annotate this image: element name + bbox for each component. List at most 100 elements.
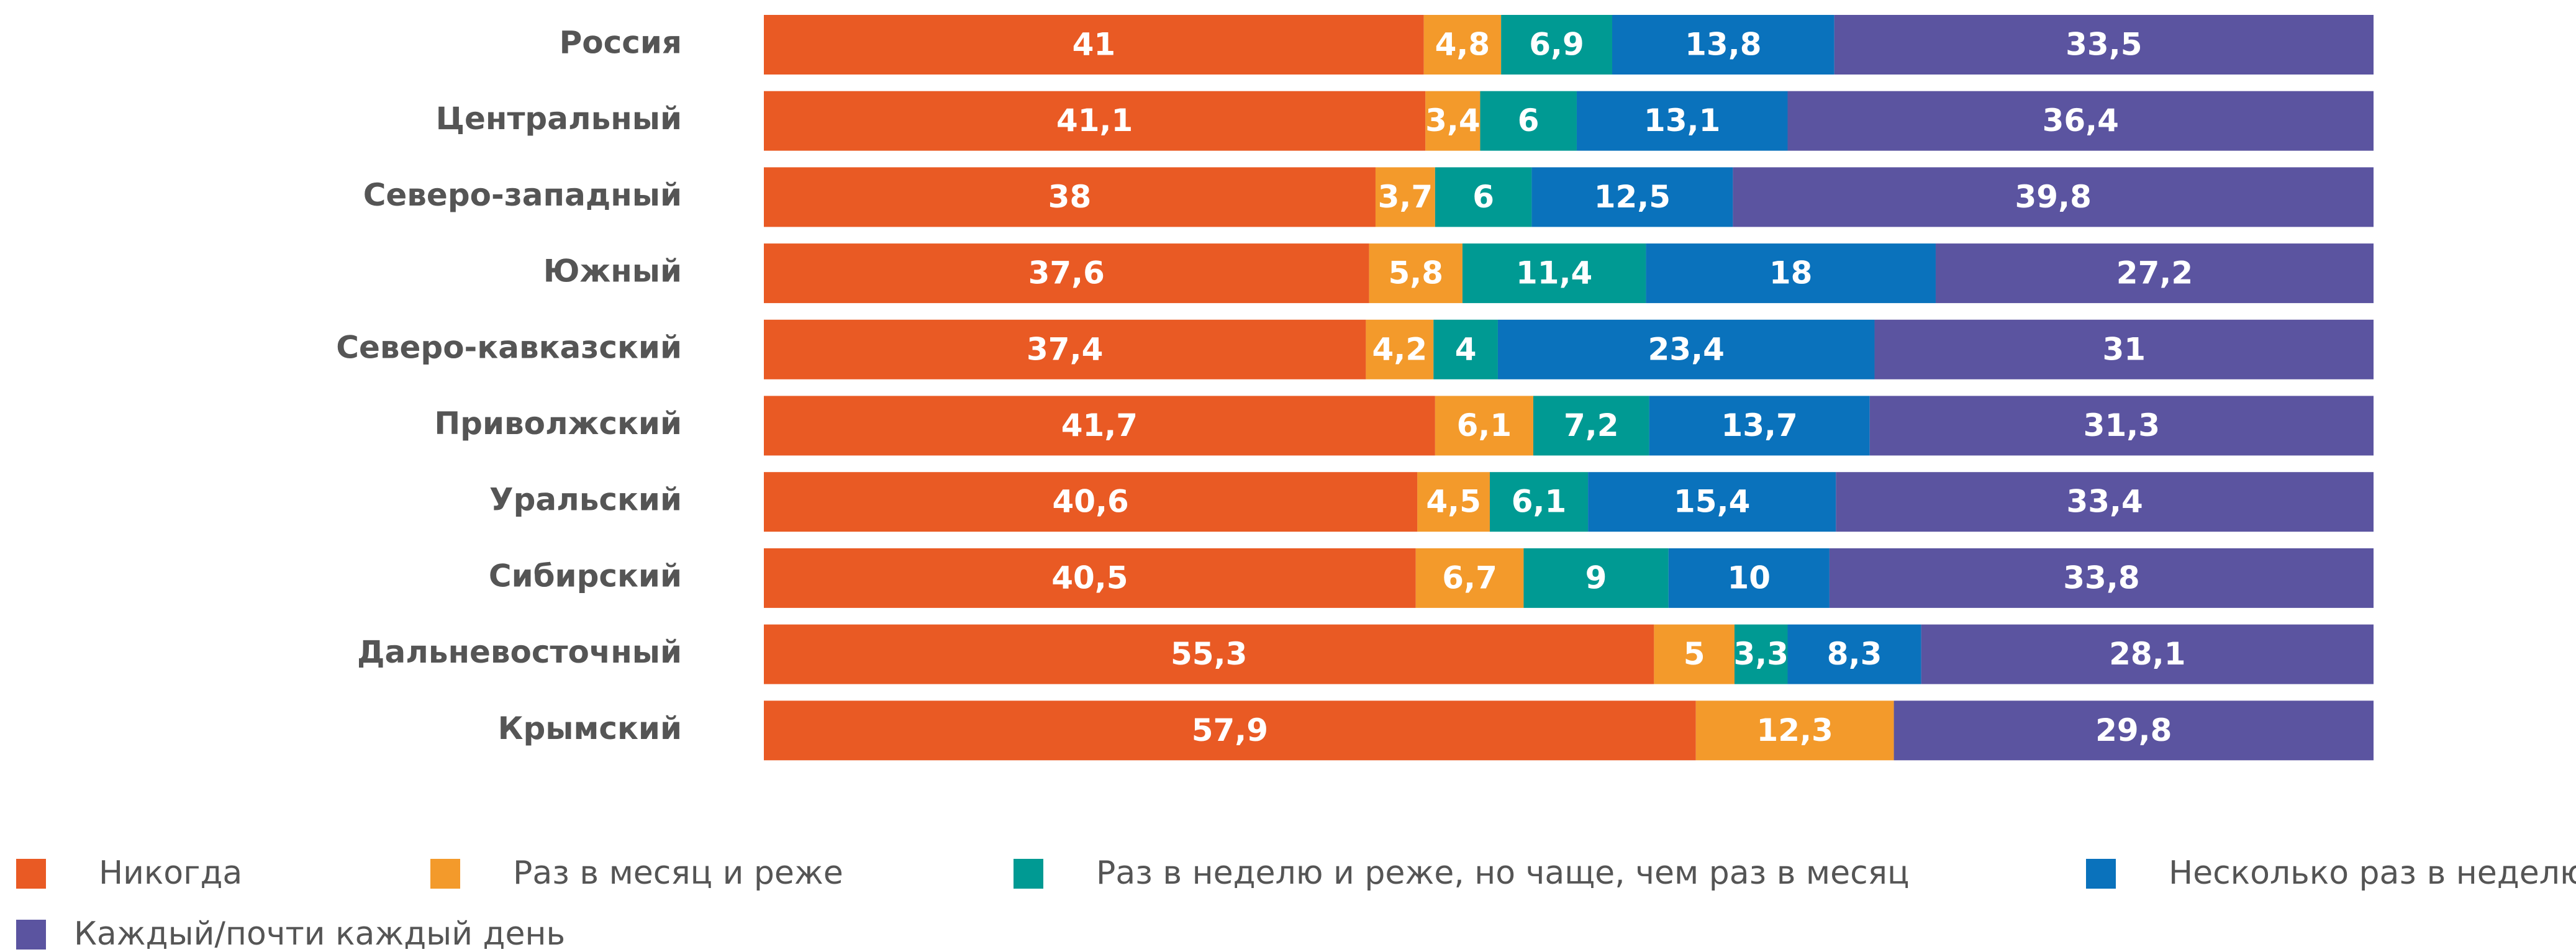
value-label: 7,2	[1564, 407, 1619, 443]
bar-segment	[1425, 91, 1481, 151]
category-label: Россия	[560, 25, 682, 61]
value-label: 36,4	[2043, 102, 2119, 138]
bar-segment	[764, 624, 1654, 684]
value-label: 4	[1455, 331, 1477, 367]
legend-label: Раз в неделю и реже, но чаще, чем раз в …	[1096, 855, 1909, 892]
category-label: Крымский	[498, 710, 682, 746]
value-label: 41,1	[1056, 102, 1133, 138]
value-label: 38	[1048, 179, 1092, 215]
value-label: 3,3	[1733, 636, 1789, 672]
bar-segment	[1646, 243, 1936, 304]
value-label: 9	[1585, 560, 1607, 596]
bar-segment	[1935, 243, 2374, 304]
legend-swatch	[16, 859, 46, 889]
category-label: Центральный	[436, 101, 682, 137]
bar-segment	[764, 548, 1416, 608]
bar-segment	[1523, 548, 1669, 608]
value-label: 12,3	[1756, 712, 1833, 748]
bar-segment	[1654, 624, 1735, 684]
value-label: 6,1	[1457, 407, 1512, 443]
bar-segment	[1576, 91, 1788, 151]
bar-segment	[1435, 167, 1532, 227]
bar-segment	[1869, 396, 2374, 456]
bar-segment	[1369, 243, 1463, 304]
bar-segment	[1834, 15, 2374, 75]
value-label: 3,4	[1425, 102, 1481, 138]
value-label: 33,8	[2063, 560, 2139, 596]
bar-segment	[1415, 548, 1524, 608]
value-label: 27,2	[2116, 255, 2193, 291]
legend-label: Несколько раз в неделю	[2169, 855, 2576, 892]
value-label: 6	[1518, 102, 1540, 138]
bar-segment	[1480, 91, 1577, 151]
legend-label: Раз в месяц и реже	[513, 855, 843, 892]
bar-segment	[1417, 472, 1490, 532]
bar-segment	[764, 15, 1424, 75]
bar-segment	[764, 396, 1435, 456]
bar-segment	[1489, 472, 1589, 532]
value-label: 33,5	[2066, 27, 2142, 63]
category-label: Приволжский	[434, 406, 682, 442]
value-label: 55,3	[1171, 636, 1247, 672]
value-label: 18	[1769, 255, 1813, 291]
legend-swatch	[16, 920, 46, 950]
value-label: 6,7	[1442, 560, 1497, 596]
value-label: 10	[1728, 560, 1771, 596]
value-label: 41,7	[1061, 407, 1138, 443]
bar-segment	[1668, 548, 1830, 608]
bar-segment	[1501, 15, 1612, 75]
legend-label: Никогда	[99, 855, 242, 892]
bar-segment	[1649, 396, 1870, 456]
value-label: 4,8	[1435, 27, 1490, 63]
bar-segment	[1787, 91, 2374, 151]
value-label: 11,4	[1516, 255, 1592, 291]
value-label: 31,3	[2084, 407, 2160, 443]
bar-segment	[1836, 472, 2374, 532]
value-label: 57,9	[1192, 712, 1268, 748]
value-label: 8,3	[1827, 636, 1882, 672]
value-label: 6,1	[1512, 484, 1567, 520]
value-label: 5	[1684, 636, 1705, 672]
bar-segment	[1874, 319, 2374, 379]
value-label: 31	[2102, 331, 2146, 367]
value-label: 13,7	[1721, 407, 1797, 443]
bar-segment	[764, 167, 1376, 227]
bar-segment	[1893, 700, 2374, 761]
bar-segment	[1497, 319, 1875, 379]
category-label: Уральский	[489, 482, 682, 518]
value-label: 29,8	[2095, 712, 2172, 748]
category-label: Дальневосточный	[357, 634, 682, 670]
bar-segment	[1829, 548, 2374, 608]
category-label: Северо-кавказский	[336, 329, 682, 365]
value-label: 15,4	[1674, 484, 1750, 520]
category-label: Северо-западный	[363, 177, 682, 213]
legend-swatch	[2086, 859, 2116, 889]
bar-segment	[1462, 243, 1646, 304]
bar-segment	[1921, 624, 2374, 684]
legend-swatch	[1014, 859, 1043, 889]
value-label: 37,4	[1027, 331, 1103, 367]
bar-segment	[1533, 396, 1649, 456]
bar-segment	[1433, 319, 1498, 379]
value-label: 4,2	[1372, 331, 1428, 367]
value-label: 33,4	[2066, 484, 2143, 520]
bar-segment	[1435, 396, 1533, 456]
bar-segment	[764, 700, 1696, 761]
value-label: 5,8	[1388, 255, 1443, 291]
value-label: 13,8	[1685, 27, 1761, 63]
bar-segment	[1531, 167, 1733, 227]
bar-segment	[1612, 15, 1834, 75]
bar-segment	[1423, 15, 1502, 75]
bar-segment	[764, 319, 1366, 379]
bar-segment	[1695, 700, 1894, 761]
bar-segment	[764, 243, 1369, 304]
bar-segment	[1733, 167, 2374, 227]
value-label: 3,7	[1378, 179, 1433, 215]
value-label: 13,1	[1644, 102, 1720, 138]
bar-segment	[1588, 472, 1836, 532]
bar-segment	[764, 472, 1418, 532]
bar-segment	[1366, 319, 1434, 379]
value-label: 12,5	[1594, 179, 1671, 215]
value-label: 37,6	[1028, 255, 1105, 291]
